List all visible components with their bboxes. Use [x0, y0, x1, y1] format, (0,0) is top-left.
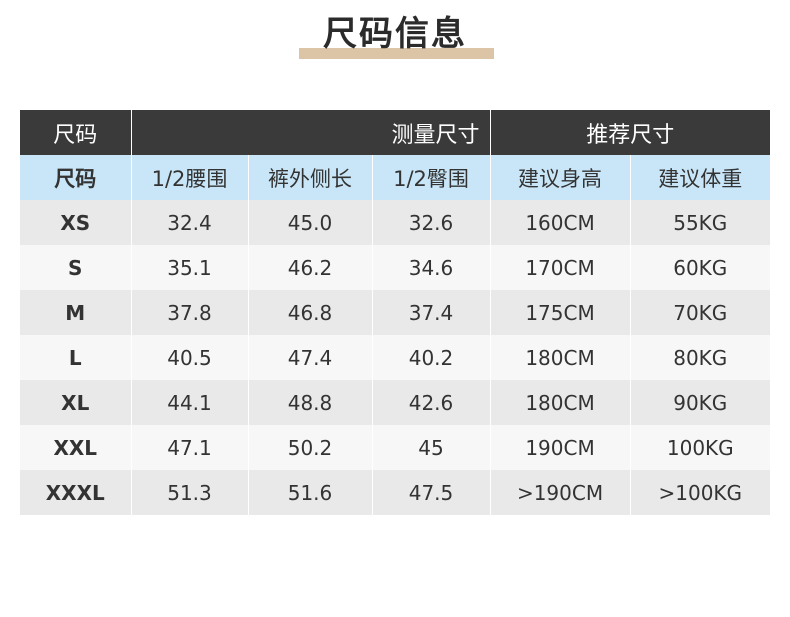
table-row: XL 44.1 48.8 42.6 180CM 90KG	[20, 380, 771, 425]
table-top-header-row: 尺码 测量尺寸 推荐尺寸	[20, 110, 771, 155]
weight-cell: 55KG	[630, 200, 771, 245]
column-header-recommended-height: 建议身高	[490, 155, 631, 200]
outseam-cell: 51.6	[248, 470, 373, 515]
size-cell: L	[20, 335, 132, 380]
outseam-cell: 45.0	[248, 200, 373, 245]
header-recommended-size: 推荐尺寸	[490, 110, 771, 155]
outseam-cell: 47.4	[248, 335, 373, 380]
half-hip-cell: 34.6	[372, 245, 491, 290]
size-cell: XL	[20, 380, 132, 425]
header-measured-size: 测量尺寸	[131, 110, 491, 155]
half-waist-cell: 40.5	[131, 335, 249, 380]
weight-cell: 70KG	[630, 290, 771, 335]
size-chart-body: 尺码 测量尺寸 推荐尺寸 尺码 1/2腰围 裤外侧长 1/2臀围 建议身高 建议…	[20, 110, 771, 515]
outseam-cell: 50.2	[248, 425, 373, 470]
weight-cell: >100KG	[630, 470, 771, 515]
column-header-recommended-weight: 建议体重	[630, 155, 771, 200]
column-header-size: 尺码	[20, 155, 132, 200]
outseam-cell: 46.8	[248, 290, 373, 335]
weight-cell: 90KG	[630, 380, 771, 425]
half-waist-cell: 35.1	[131, 245, 249, 290]
column-header-half-waist: 1/2腰围	[131, 155, 249, 200]
height-cell: 190CM	[490, 425, 631, 470]
column-header-half-hip: 1/2臀围	[372, 155, 491, 200]
outseam-cell: 46.2	[248, 245, 373, 290]
half-hip-cell: 42.6	[372, 380, 491, 425]
height-cell: 180CM	[490, 335, 631, 380]
size-cell: M	[20, 290, 132, 335]
outseam-cell: 48.8	[248, 380, 373, 425]
height-cell: 180CM	[490, 380, 631, 425]
half-hip-cell: 40.2	[372, 335, 491, 380]
size-cell: XXXL	[20, 470, 132, 515]
half-waist-cell: 32.4	[131, 200, 249, 245]
weight-cell: 80KG	[630, 335, 771, 380]
page-title: 尺码信息	[323, 14, 467, 54]
table-column-header-row: 尺码 1/2腰围 裤外侧长 1/2臀围 建议身高 建议体重	[20, 155, 771, 200]
weight-cell: 60KG	[630, 245, 771, 290]
half-hip-cell: 32.6	[372, 200, 491, 245]
half-waist-cell: 51.3	[131, 470, 249, 515]
half-waist-cell: 44.1	[131, 380, 249, 425]
size-cell: S	[20, 245, 132, 290]
table-row: M 37.8 46.8 37.4 175CM 70KG	[20, 290, 771, 335]
table-row: XS 32.4 45.0 32.6 160CM 55KG	[20, 200, 771, 245]
weight-cell: 100KG	[630, 425, 771, 470]
height-cell: 175CM	[490, 290, 631, 335]
title-section: 尺码信息	[0, 0, 790, 70]
title-underline	[299, 48, 494, 59]
table-row: XXL 47.1 50.2 45 190CM 100KG	[20, 425, 771, 470]
column-header-outseam: 裤外侧长	[248, 155, 373, 200]
table-row: L 40.5 47.4 40.2 180CM 80KG	[20, 335, 771, 380]
half-waist-cell: 47.1	[131, 425, 249, 470]
half-hip-cell: 45	[372, 425, 491, 470]
height-cell: >190CM	[490, 470, 631, 515]
half-hip-cell: 47.5	[372, 470, 491, 515]
height-cell: 170CM	[490, 245, 631, 290]
height-cell: 160CM	[490, 200, 631, 245]
half-hip-cell: 37.4	[372, 290, 491, 335]
size-cell: XS	[20, 200, 132, 245]
table-row: XXXL 51.3 51.6 47.5 >190CM >100KG	[20, 470, 771, 515]
table-row: S 35.1 46.2 34.6 170CM 60KG	[20, 245, 771, 290]
header-size-label: 尺码	[20, 110, 132, 155]
size-chart-table: 尺码 测量尺寸 推荐尺寸 尺码 1/2腰围 裤外侧长 1/2臀围 建议身高 建议…	[20, 110, 771, 515]
half-waist-cell: 37.8	[131, 290, 249, 335]
size-cell: XXL	[20, 425, 132, 470]
